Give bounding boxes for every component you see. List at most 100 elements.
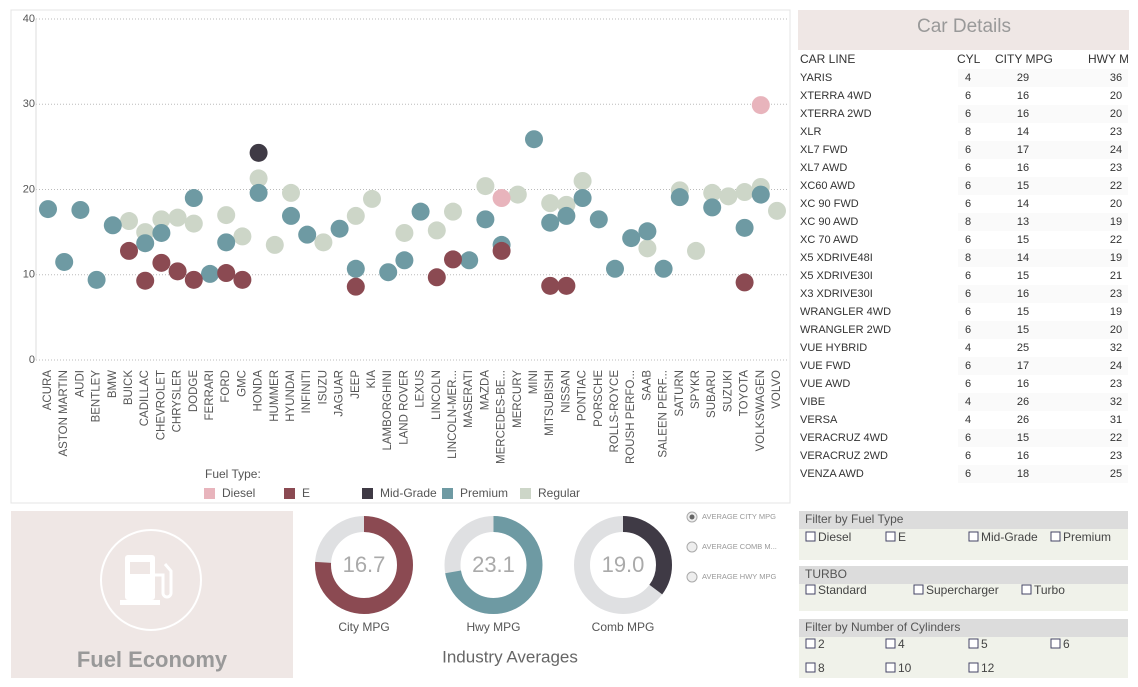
filter-header bbox=[799, 619, 1128, 637]
cell: 6 bbox=[965, 288, 971, 300]
dot bbox=[751, 96, 770, 115]
checkbox[interactable] bbox=[968, 662, 979, 673]
dot bbox=[541, 276, 560, 295]
cell: 8 bbox=[965, 216, 971, 228]
table-title: Car Details bbox=[917, 16, 1011, 37]
x-tick-label: VOLKSWAGEN bbox=[755, 370, 767, 451]
cell: VERACRUZ 4WD bbox=[800, 432, 888, 444]
cell: XTERRA 2WD bbox=[800, 108, 872, 120]
dot bbox=[444, 250, 462, 269]
cell: XTERRA 4WD bbox=[800, 90, 872, 102]
cell: 4 bbox=[965, 72, 971, 84]
donut-arc bbox=[574, 516, 672, 614]
donut-arc bbox=[315, 516, 413, 614]
checkbox-label[interactable]: 4 bbox=[898, 637, 905, 651]
dot bbox=[282, 206, 300, 225]
legend-label: Mid-Grade bbox=[380, 486, 437, 500]
radio-label[interactable]: AVERAGE CITY MPG bbox=[702, 512, 776, 521]
dot bbox=[427, 221, 446, 240]
filter-title: Filter by Number of Cylinders bbox=[805, 620, 960, 634]
x-tick-label: SALEEN PERF... bbox=[658, 370, 670, 458]
cell: 4 bbox=[965, 342, 971, 354]
checkbox-label[interactable]: 10 bbox=[898, 661, 912, 675]
x-tick-label: FERRARI bbox=[204, 370, 216, 420]
checkbox-label[interactable]: Mid-Grade bbox=[981, 530, 1038, 544]
radio-label[interactable]: AVERAGE HWY MPG bbox=[702, 572, 776, 581]
legend-label: E bbox=[302, 486, 310, 500]
cell: VERACRUZ 2WD bbox=[800, 450, 888, 462]
dot bbox=[379, 263, 398, 282]
cell: YARIS bbox=[800, 72, 832, 84]
cell: XC60 AWD bbox=[800, 180, 855, 192]
cell: 26 bbox=[1017, 414, 1029, 426]
checkbox-label[interactable]: 8 bbox=[818, 661, 825, 675]
donut-arc bbox=[444, 516, 543, 614]
cell: 16 bbox=[1017, 162, 1029, 174]
cell: 20 bbox=[1110, 90, 1122, 102]
checkbox[interactable] bbox=[885, 662, 896, 673]
row-bg bbox=[958, 159, 1128, 177]
checkbox[interactable] bbox=[968, 638, 979, 649]
checkbox[interactable] bbox=[805, 638, 816, 649]
dot bbox=[103, 216, 122, 235]
cell: XLR bbox=[800, 126, 821, 138]
cell: XC 90 FWD bbox=[800, 198, 859, 210]
x-tick-label: HUMMER bbox=[269, 370, 281, 422]
checkbox[interactable] bbox=[805, 531, 816, 542]
cell: 31 bbox=[1110, 414, 1122, 426]
checkbox-label[interactable]: Turbo bbox=[1034, 583, 1065, 597]
checkbox[interactable] bbox=[805, 662, 816, 673]
cell: 6 bbox=[965, 198, 971, 210]
row-bg bbox=[958, 465, 1128, 483]
dot bbox=[330, 219, 349, 238]
dot bbox=[152, 223, 171, 242]
checkbox-label[interactable]: 6 bbox=[1063, 637, 1070, 651]
table: CAR LINE CYL CITY MPG HWY MPG YARIS 4 29 36 XTER… bbox=[800, 52, 1128, 483]
checkbox[interactable] bbox=[968, 531, 979, 542]
cell: 22 bbox=[1110, 180, 1122, 192]
checkbox-label[interactable]: Diesel bbox=[818, 530, 851, 544]
x-tick-label: MINI bbox=[528, 370, 540, 394]
radio[interactable] bbox=[686, 541, 698, 553]
x-tick-label: NISSAN bbox=[560, 370, 572, 413]
filter-title: TURBO bbox=[805, 567, 847, 581]
checkbox-label[interactable]: 12 bbox=[981, 661, 995, 675]
dot bbox=[557, 206, 576, 225]
checkbox-label[interactable]: Standard bbox=[818, 583, 867, 597]
cell: 6 bbox=[965, 180, 971, 192]
checkbox[interactable] bbox=[805, 584, 816, 595]
checkbox-label[interactable]: 2 bbox=[818, 637, 825, 651]
x-tick-label: JEEP bbox=[350, 370, 362, 399]
dot bbox=[751, 185, 770, 204]
x-tick-label: ACURA bbox=[42, 370, 54, 411]
row-bg bbox=[958, 393, 1128, 411]
cell: 6 bbox=[965, 468, 971, 480]
x-tick-label: LINCOLN-MER... bbox=[447, 370, 459, 459]
checkbox-label[interactable]: E bbox=[898, 530, 906, 544]
dot bbox=[265, 235, 284, 254]
checkbox-label[interactable]: Supercharger bbox=[926, 583, 999, 597]
dot bbox=[152, 210, 171, 229]
cell: 19 bbox=[1110, 252, 1122, 264]
legend-swatch bbox=[442, 488, 453, 499]
cell: 19 bbox=[1110, 216, 1122, 228]
x-tick-label: CADILLAC bbox=[139, 370, 151, 426]
cell: 6 bbox=[965, 270, 971, 282]
row-bg bbox=[958, 357, 1128, 375]
checkbox[interactable] bbox=[885, 638, 896, 649]
checkbox[interactable] bbox=[885, 531, 896, 542]
legend-swatch bbox=[520, 488, 531, 499]
radio[interactable] bbox=[686, 571, 698, 583]
dot bbox=[622, 229, 641, 248]
cell: 16 bbox=[1017, 108, 1029, 120]
checkbox-label[interactable]: Premium bbox=[1063, 530, 1111, 544]
checkbox[interactable] bbox=[1050, 531, 1061, 542]
dot bbox=[346, 277, 365, 296]
checkbox[interactable] bbox=[1021, 584, 1032, 595]
checkbox[interactable] bbox=[1050, 638, 1061, 649]
checkbox[interactable] bbox=[913, 584, 924, 595]
cell: VUE HYBRID bbox=[800, 342, 867, 354]
checkbox-label[interactable]: 5 bbox=[981, 637, 988, 651]
radio-label[interactable]: AVERAGE COMB M... bbox=[702, 542, 777, 551]
dot bbox=[508, 185, 527, 204]
